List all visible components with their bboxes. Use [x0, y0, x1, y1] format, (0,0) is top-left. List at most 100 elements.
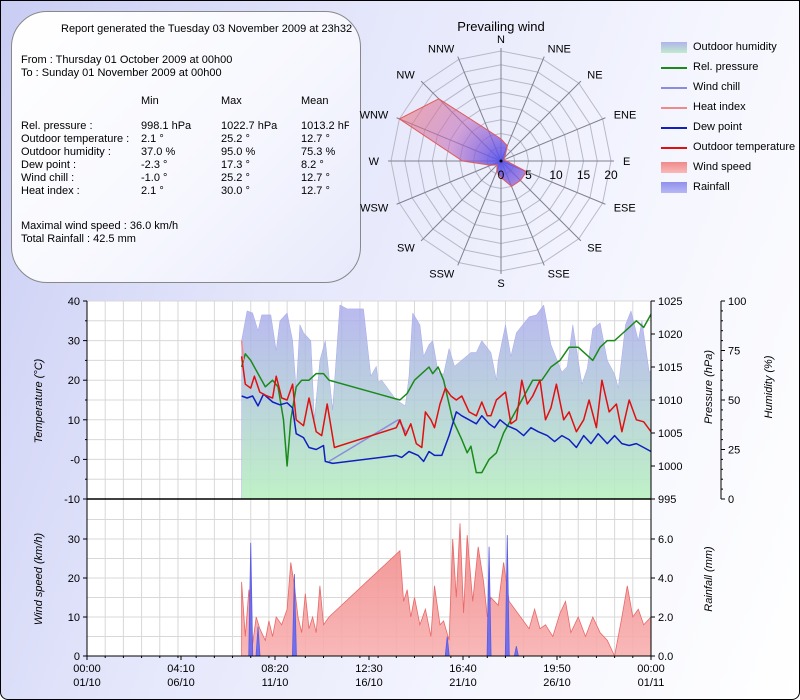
legend-label: Wind speed — [693, 161, 752, 173]
pressure-tick-label: 1025 — [658, 296, 682, 308]
series-wind-speed — [241, 523, 652, 658]
summary-card: Report generated the Tuesday 03 November… — [11, 11, 361, 283]
stat-min: -1.0 ° — [141, 172, 168, 184]
humidity-tick-label: 25 — [728, 445, 740, 457]
stat-max: 17.3 ° — [221, 159, 250, 171]
x-tick-date-label: 06/10 — [167, 677, 195, 689]
stat-label: Outdoor humidity : — [21, 146, 111, 158]
x-tick-date-label: 01/10 — [73, 677, 101, 689]
legend-item: Heat index — [661, 101, 799, 115]
column-header-mean: Mean — [301, 95, 329, 107]
temperature-tick-label: 20 — [68, 375, 80, 387]
x-tick-date-label: 11/10 — [262, 677, 289, 689]
legend-label: Wind chill — [693, 81, 741, 93]
humidity-tick-label: 100 — [728, 296, 746, 308]
x-tick-time-label: 08:20 — [261, 663, 289, 675]
wind-tick-label: 0 — [74, 651, 80, 663]
stat-label: Dew point : — [21, 159, 77, 171]
legend-label: Outdoor temperature — [693, 141, 796, 153]
stat-mean: 12.7 ° — [301, 185, 330, 197]
stat-min: 2.1 ° — [141, 185, 164, 197]
pressure-tick-label: 1005 — [658, 428, 682, 440]
stat-min: 2.1 ° — [141, 133, 164, 145]
stat-max: 25.2 ° — [221, 133, 250, 145]
temperature-axis-label: Temperature (°C) — [33, 358, 45, 443]
legend-swatch — [661, 127, 687, 129]
x-tick-date-label: 26/10 — [543, 677, 571, 689]
stat-label: Outdoor temperature : — [21, 133, 130, 145]
stat-mean: 12.7 ° — [301, 133, 330, 145]
rainfall-tick-label: 4.0 — [658, 573, 673, 585]
x-tick-time-label: 00:00 — [73, 663, 101, 675]
legend-swatch — [661, 87, 687, 89]
stat-mean: 75.3 % — [301, 146, 336, 158]
legend-label: Heat index — [693, 101, 746, 113]
humidity-tick-label: 0 — [728, 494, 734, 506]
legend-swatch — [661, 42, 687, 53]
x-tick-time-label: 19:50 — [543, 663, 571, 675]
stat-mean: 8.2 ° — [301, 159, 324, 171]
series-outdoor-humidity — [241, 304, 652, 500]
rainfall-tick-label: 0.0 — [658, 651, 673, 663]
legend-swatch — [661, 162, 687, 173]
legend-swatch — [661, 182, 687, 193]
stat-label: Heat index : — [21, 185, 80, 197]
x-tick-date-label: 01/11 — [638, 677, 665, 689]
rainfall-tick-label: 6.0 — [658, 534, 673, 546]
legend-swatch — [661, 67, 687, 69]
x-tick-date-label: 21/10 — [449, 677, 477, 689]
series-wind-chill — [328, 419, 408, 463]
legend-item: Rainfall — [661, 181, 799, 195]
stat-mean: 1013.2 hPa — [301, 120, 349, 132]
wind-speed-axis-label: Wind speed (km/h) — [33, 533, 45, 626]
series-outdoor-temperature — [240, 356, 652, 449]
stat-min: 37.0 % — [141, 146, 176, 158]
period-to-text: To : Sunday 01 November 2009 at 00h00 — [21, 67, 222, 79]
legend-item: Wind chill — [661, 81, 799, 95]
temperature-tick-label: -10 — [64, 494, 80, 506]
series-dew-point — [241, 393, 652, 465]
rainfall-axis-label: Rainfall (mm) — [703, 546, 715, 612]
stat-min: 998.1 hPa — [141, 120, 192, 132]
max-wind-text: Maximal wind speed : 36.0 km/h — [21, 220, 179, 232]
stat-max: 1022.7 hPa — [221, 120, 278, 132]
legend-swatch — [661, 107, 687, 109]
pressure-tick-label: 1015 — [658, 362, 682, 374]
wind-tick-label: 10 — [68, 612, 80, 624]
stat-max: 95.0 % — [221, 146, 256, 158]
pressure-tick-label: 1000 — [658, 461, 682, 473]
rainfall-tick-label: 2.0 — [658, 612, 673, 624]
period-from-text: From : Thursday 01 October 2009 at 00h00 — [21, 54, 233, 66]
x-tick-date-label: 16/10 — [355, 677, 383, 689]
legend-label: Outdoor humidity — [693, 41, 777, 53]
x-tick-time-label: 00:00 — [637, 663, 665, 675]
x-tick-time-label: 12:30 — [355, 663, 383, 675]
stat-max: 30.0 ° — [221, 185, 250, 197]
column-header-min: Min — [141, 95, 159, 107]
temperature-tick-label: -0 — [70, 454, 80, 466]
stat-label: Wind chill : — [21, 172, 75, 184]
legend-item: Outdoor temperature — [661, 141, 799, 155]
column-header-max: Max — [221, 95, 242, 107]
temperature-tick-label: 40 — [68, 296, 80, 308]
legend-item: Dew point — [661, 121, 799, 135]
stat-mean: 12.7 ° — [301, 172, 330, 184]
legend-swatch — [661, 147, 687, 149]
pressure-tick-label: 1020 — [658, 329, 682, 341]
wind-tick-label: 30 — [68, 534, 80, 546]
x-tick-time-label: 16:40 — [449, 663, 477, 675]
legend-item: Wind speed — [661, 161, 799, 175]
wind-tick-label: 20 — [68, 573, 80, 585]
total-rainfall-text: Total Rainfall : 42.5 mm — [21, 233, 136, 245]
legend-label: Rainfall — [693, 181, 730, 193]
x-tick-time-label: 04:10 — [167, 663, 195, 675]
temperature-tick-label: 30 — [68, 336, 80, 348]
report-generated-text: Report generated the Tuesday 03 November… — [61, 23, 353, 35]
temperature-tick-label: 10 — [68, 415, 80, 427]
humidity-tick-label: 50 — [728, 395, 740, 407]
legend-label: Dew point — [693, 121, 742, 133]
legend-item: Rel. pressure — [661, 61, 799, 75]
pressure-tick-label: 1010 — [658, 395, 682, 407]
